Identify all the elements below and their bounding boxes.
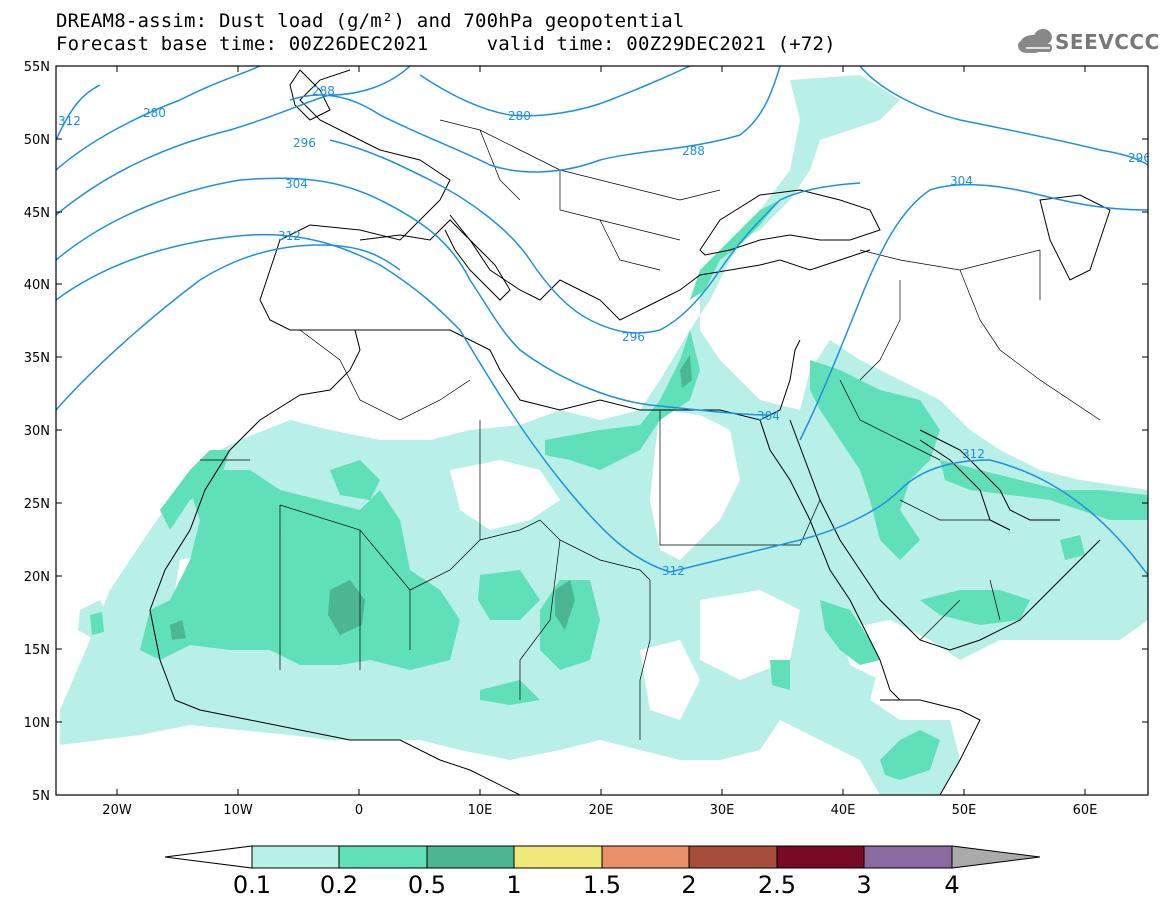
country-borders	[200, 119, 1101, 740]
colorbar-segment-below	[164, 845, 253, 869]
contour-label: 312	[278, 229, 301, 243]
lon-tick-label: 30E	[710, 803, 735, 818]
lon-tick-label: 10E	[468, 803, 493, 818]
lat-tick-label: 25N	[24, 497, 50, 512]
lon-tick-label: 50E	[952, 803, 977, 818]
contour-label: 296	[1128, 151, 1151, 165]
colorbar-label: 0.1	[233, 871, 271, 899]
lat-tick-label: 55N	[24, 60, 50, 75]
colorbar-segment-above	[951, 845, 1041, 869]
contour-label: 312	[662, 564, 685, 578]
colorbar-label: 3	[856, 871, 871, 899]
contour-label: 304	[757, 409, 780, 423]
forecast-time: Forecast base time: 00Z26DEC2021 valid t…	[56, 33, 836, 55]
lat-tick-label: 45N	[24, 206, 50, 221]
lon-tick-label: 0	[355, 803, 363, 818]
lat-tick-label: 50N	[24, 133, 50, 148]
colorbar-segment	[863, 845, 953, 869]
contour-label: 280	[143, 106, 166, 120]
colorbar-segment	[688, 845, 778, 869]
contour-label: 288	[312, 84, 335, 98]
dust-shading-medium	[90, 200, 1148, 780]
colorbar-label: 0.5	[408, 871, 446, 899]
lon-tick-label: 20W	[102, 803, 132, 818]
lon-tick-label: 20E	[589, 803, 614, 818]
lat-axis: 55N 50N 45N 40N 35N 30N 25N 20N 15N 10N …	[24, 60, 1148, 804]
contour-label: 312	[962, 447, 985, 461]
lat-tick-label: 10N	[24, 716, 50, 731]
colorbar-label: 2.5	[758, 871, 796, 899]
contour-label: 312	[58, 114, 81, 128]
lon-axis: 20W 10W 0 10E 20E 30E 40E 50E 60E	[102, 66, 1097, 818]
lat-tick-label: 30N	[24, 424, 50, 439]
colorbar-label: 4	[944, 871, 959, 899]
colorbar-labels: 0.1 0.2 0.5 1 1.5 2 2.5 3 4	[233, 871, 960, 899]
logo-text: SEEVCCC	[1055, 30, 1160, 54]
lat-tick-label: 35N	[24, 351, 50, 366]
lat-tick-label: 5N	[32, 789, 50, 804]
colorbar-label: 1.5	[583, 871, 621, 899]
contour-label: 304	[950, 174, 973, 188]
contour-label: 288	[682, 144, 705, 158]
lon-tick-label: 10W	[223, 803, 253, 818]
colorbar-segment	[251, 845, 340, 869]
colorbar-segment	[601, 845, 690, 869]
contour-label: 296	[293, 136, 316, 150]
lat-tick-label: 15N	[24, 643, 50, 658]
dust-shading-dark	[170, 355, 692, 640]
colorbar-segment	[513, 845, 603, 869]
contour-label: 280	[508, 109, 531, 123]
colorbar-label: 2	[681, 871, 696, 899]
colorbar-segment	[426, 845, 515, 869]
colorbar-label: 0.2	[320, 871, 358, 899]
lat-tick-label: 20N	[24, 570, 50, 585]
cloud-logo-icon	[1018, 29, 1052, 53]
colorbar-segment	[776, 845, 865, 869]
contour-label: 304	[285, 177, 308, 191]
colorbar-label: 1	[506, 871, 521, 899]
map-title: DREAM8-assim: Dust load (g/m²) and 700hP…	[56, 10, 685, 32]
colorbar	[164, 845, 1041, 869]
lon-tick-label: 40E	[831, 803, 856, 818]
contour-labels: 312 280 288 280 296 288 304 312 296 304 …	[58, 84, 1151, 578]
lat-tick-label: 40N	[24, 278, 50, 293]
contour-label: 296	[622, 330, 645, 344]
colorbar-segment	[338, 845, 428, 869]
geopotential-contours	[56, 66, 1148, 576]
lon-tick-label: 60E	[1073, 803, 1098, 818]
